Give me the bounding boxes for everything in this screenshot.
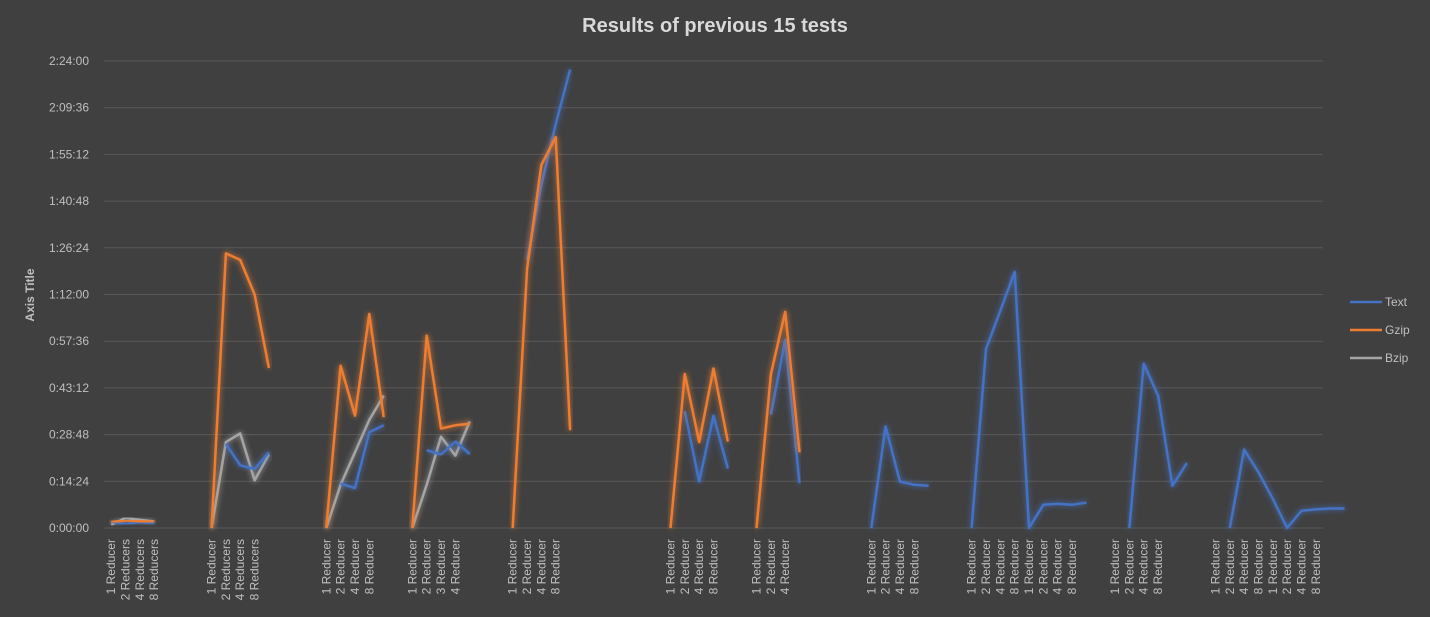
x-tick-label: 8 Reducer [707,539,721,594]
series-line-text [683,411,730,483]
x-tick-label: 4 Reducer [534,539,548,594]
y-tick-label: 0:57:36 [49,334,89,348]
y-axis-ticks: 0:00:00 0:14:24 0:28:48 0:43:12 0:57:36 1:12:… [49,54,89,535]
series-line-gzip [755,310,801,529]
chart-title: Results of previous 15 tests [582,15,848,37]
x-tick-label: 4 Reducer [893,539,907,594]
x-tick-label: 8 Reducer [362,539,376,594]
x-tick-label: 8 Reducer [1008,539,1022,594]
x-tick-label: 4 Reducer [448,539,462,594]
series-line-gzip [210,252,271,529]
series-line-text [525,69,572,261]
y-tick-label: 0:43:12 [49,381,89,395]
x-tick-label: 4 Reducer [1237,539,1251,594]
series-line-text [769,338,801,484]
legend-label-text: Text [1385,295,1408,309]
series-line-text [1228,448,1345,530]
x-tick-label: 1 Reducer [1022,539,1036,594]
series-line-gzip [111,519,155,524]
x-tick-label: 2 Reducer [1036,539,1050,594]
x-tick-label: 8 Reducer [1251,539,1265,594]
x-tick-label: 1 Reducer [750,539,764,594]
series-line-bzip [210,432,270,529]
x-tick-label: 8 Reducers [248,539,262,600]
x-tick-label: 2 Reducer [520,539,534,594]
x-tick-label: 3 Reducer [434,539,448,594]
series-line-text [340,424,385,490]
x-tick-label: 1 Reducer [205,539,219,594]
series-line-text [426,440,471,456]
y-tick-label: 1:12:00 [49,288,89,302]
x-tick-label: 2 Reducer [678,539,692,594]
y-tick-label: 0:28:48 [49,428,89,442]
x-tick-label: 2 Reducer [1223,539,1237,594]
series-line-bzip [325,394,385,529]
series-line-gzip [511,135,572,529]
y-tick-label: 1:26:24 [49,241,89,255]
x-tick-label: 4 Reducer [778,539,792,594]
x-tick-label: 8 Reducer [1065,539,1079,594]
x-tick-label: 4 Reducer [692,539,706,594]
x-tick-label: 2 Reducer [334,539,348,594]
x-axis-ticks: 1 Reducer 2 Reducers 4 Reducers 8 Reducers 1… [104,539,1323,600]
x-tick-label: 1 Reducer [319,539,333,594]
x-tick-label: 8 Reducer [1309,539,1323,594]
series-line-gzip [411,334,470,529]
x-tick-label: 8 Reducers [147,539,161,600]
legend-label-gzip: Gzip [1385,323,1410,337]
y-tick-label: 0:14:24 [49,474,89,488]
x-tick-label: 2 Reducer [879,539,893,594]
series-line-text [870,425,929,529]
x-tick-label: 4 Reducer [348,539,362,594]
x-tick-label: 2 Reducer [764,539,778,594]
x-tick-label: 4 Reducers [233,539,247,600]
x-tick-label: 2 Reducer [1122,539,1136,594]
x-tick-label: 8 Reducer [907,539,921,594]
x-tick-label: 2 Reducer [420,539,434,594]
x-tick-label: 2 Reducers [219,539,233,600]
grid-lines [104,60,1323,529]
x-tick-label: 2 Reducers [119,539,133,600]
x-tick-label: 2 Reducer [979,539,993,594]
series-line-text [970,270,1087,530]
y-tick-label: 0:00:00 [49,521,89,535]
x-tick-label: 1 Reducer [1208,539,1222,594]
series-line-text [224,443,270,471]
x-tick-label: 1 Reducer [864,539,878,594]
series-lines [110,69,1345,530]
x-tick-label: 1 Reducer [1108,539,1122,594]
x-tick-label: 1 Reducer [965,539,979,594]
x-tick-label: 4 Reducer [1137,539,1151,594]
y-tick-label: 1:55:12 [49,147,89,161]
x-tick-label: 1 Reducer [104,539,118,594]
y-tick-label: 2:09:36 [49,101,89,115]
x-tick-label: 1 Reducer [663,539,677,594]
series-line-bzip [411,421,471,529]
x-tick-label: 8 Reducer [1151,539,1165,594]
y-tick-label: 1:40:48 [49,194,89,208]
x-tick-label: 4 Reducers [133,539,147,600]
legend: Text Gzip Bzip [1350,295,1410,365]
x-tick-label: 1 Reducer [405,539,419,594]
x-tick-label: 4 Reducer [1051,539,1065,594]
y-tick-label: 2:24:00 [49,54,89,68]
x-tick-label: 4 Reducer [1294,539,1308,594]
x-tick-label: 1 Reducer [1266,539,1280,594]
x-tick-label: 8 Reducer [549,539,563,594]
series-line-gzip [669,367,730,529]
x-tick-label: 1 Reducer [506,539,520,594]
series-line-gzip [325,312,385,529]
legend-label-bzip: Bzip [1385,351,1409,365]
series-line-text [1128,362,1188,529]
x-tick-label: 4 Reducer [993,539,1007,594]
x-tick-label: 2 Reducer [1280,539,1294,594]
